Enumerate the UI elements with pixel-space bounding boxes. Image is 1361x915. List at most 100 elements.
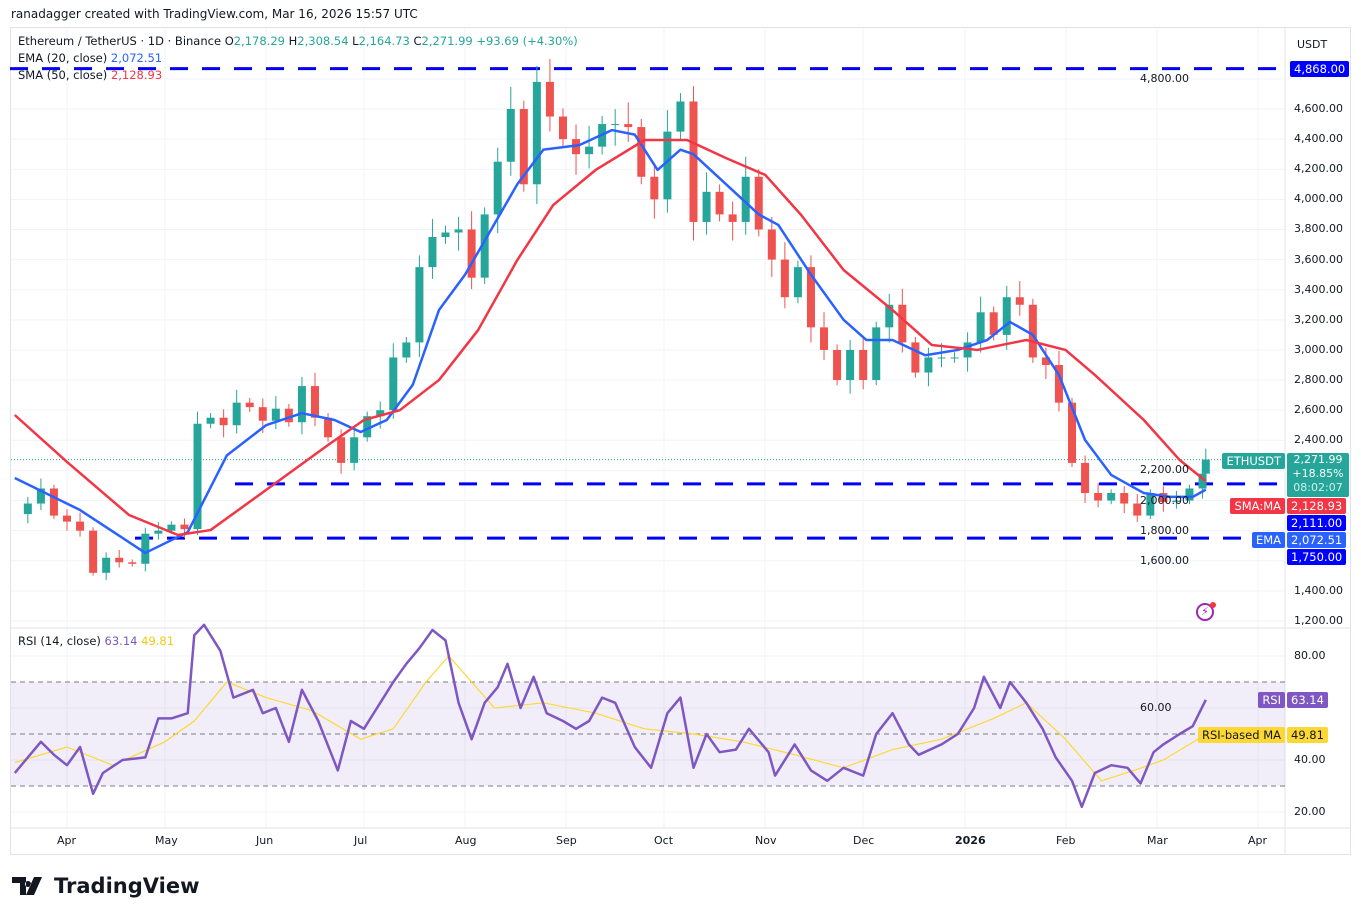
time-tick-label: Oct — [654, 834, 674, 847]
price-tick-label: 4,000.00 — [1294, 192, 1343, 206]
notification-dot-icon — [1210, 602, 1216, 608]
ema-price-label: 2,072.51 — [1287, 532, 1347, 548]
last-price: 2,271.99 — [1293, 453, 1343, 466]
candle-body — [441, 232, 450, 238]
symbol-name[interactable]: Ethereum / TetherUS · 1D · Binance — [18, 34, 222, 48]
candle-body — [206, 417, 215, 424]
ticker-badge: ETHUSDT — [1222, 453, 1285, 469]
candle-body — [258, 407, 267, 421]
time-tick-label: Dec — [853, 834, 875, 847]
candle-body — [650, 176, 659, 200]
candle-body — [715, 191, 724, 215]
candle-body — [1172, 500, 1181, 503]
last-price-box: 2,271.99 +18.85% 08:02:07 — [1287, 453, 1349, 497]
candle-body — [102, 557, 111, 573]
rsi-tag: RSI — [1258, 692, 1285, 708]
logo-text: TradingView — [54, 874, 200, 898]
price-tick-label: 3,800.00 — [1294, 222, 1343, 236]
sma-value: 2,128.93 — [110, 68, 163, 82]
candle-body — [1068, 402, 1077, 463]
candle-body — [337, 437, 346, 463]
candle-body — [1133, 503, 1142, 516]
candle-body — [1146, 493, 1155, 516]
price-tick-label: 2,200.00 — [1140, 463, 1189, 477]
candle-body — [1002, 297, 1011, 335]
candle-body — [1041, 357, 1050, 366]
candle-body — [402, 342, 411, 358]
time-tick-label: Jul — [354, 834, 368, 847]
candle-body — [232, 402, 241, 426]
candle-body — [1107, 493, 1116, 501]
level-1750-label: 1,750.00 — [1287, 549, 1347, 565]
rsi-label: RSI (14, close) — [18, 634, 101, 648]
candle-body — [324, 417, 333, 438]
rsi-legend[interactable]: RSI (14, close) 63.14 49.81 — [18, 634, 174, 648]
price-tick-label: 3,400.00 — [1294, 282, 1343, 296]
currency-label[interactable]: USDT — [1297, 38, 1328, 51]
candle-body — [989, 312, 998, 335]
tradingview-logo-icon — [12, 877, 42, 895]
candle-body — [428, 237, 437, 268]
candle-body — [532, 81, 541, 185]
candle-body — [180, 524, 189, 530]
high-value: 2,308.54 — [297, 34, 349, 48]
sma-label: SMA (50, close) — [18, 68, 108, 82]
candle-body — [167, 524, 176, 531]
candle-body — [611, 124, 620, 126]
candle-body — [689, 101, 698, 222]
time-tick-label: Feb — [1056, 834, 1076, 847]
candle-body — [115, 557, 124, 563]
price-tick-label: 4,400.00 — [1294, 132, 1343, 146]
candle-body — [924, 357, 933, 373]
low-label: L — [352, 34, 359, 48]
candle-body — [23, 503, 32, 515]
price-tick-label: 3,600.00 — [1294, 252, 1343, 266]
ema-label: EMA (20, close) — [18, 51, 108, 65]
ema-legend[interactable]: EMA (20, close) 2,072.51 — [18, 51, 162, 65]
candle-body — [376, 410, 385, 417]
candle-body — [193, 423, 202, 530]
candle-body — [741, 176, 750, 222]
candle-body — [271, 408, 280, 421]
candle-body — [872, 327, 881, 381]
candle-body — [141, 533, 150, 564]
rsi-band — [11, 682, 1285, 786]
candle-body — [937, 357, 946, 359]
candle-body — [911, 342, 920, 373]
tradingview-logo[interactable]: TradingView — [12, 874, 199, 898]
change-pct: +18.85% — [1292, 467, 1344, 480]
high-label: H — [288, 34, 298, 48]
candle-body — [245, 402, 254, 408]
candle-body — [950, 357, 959, 359]
sma-legend[interactable]: SMA (50, close) 2,128.93 — [18, 68, 162, 82]
price-tick-label: 1,600.00 — [1140, 553, 1189, 567]
price-tick-label: 2,800.00 — [1294, 373, 1343, 387]
bar-countdown: 08:02:07 — [1293, 481, 1343, 494]
rsi-tick-label: 60.00 — [1140, 701, 1172, 714]
price-tick-label: 4,800.00 — [1140, 71, 1189, 85]
time-tick-label: Sep — [556, 834, 577, 847]
candle-body — [624, 124, 633, 128]
candle-body — [859, 349, 868, 381]
candle-body — [297, 386, 306, 423]
candle-body — [415, 267, 424, 343]
time-tick-label: Apr — [57, 834, 77, 847]
time-tick-label: Apr — [1248, 834, 1268, 847]
price-tick-label: 2,600.00 — [1294, 403, 1343, 417]
candle-body — [898, 304, 907, 343]
price-tick-label: 3,000.00 — [1294, 342, 1343, 356]
candle-body — [1015, 297, 1024, 305]
candle-body — [702, 191, 711, 222]
rsi-line — [13, 623, 1207, 809]
candle-body — [767, 229, 776, 260]
change-value: +93.69 (+4.30%) — [476, 34, 578, 48]
open-label: O — [224, 34, 234, 48]
candle-body — [585, 146, 594, 155]
close-value: 2,271.99 — [421, 34, 473, 48]
time-tick-label: May — [155, 834, 178, 847]
lightning-alert-icon[interactable]: ⚡ — [1196, 603, 1214, 621]
candle-body — [454, 229, 463, 233]
candle-body — [493, 161, 502, 215]
candle-body — [363, 416, 372, 438]
